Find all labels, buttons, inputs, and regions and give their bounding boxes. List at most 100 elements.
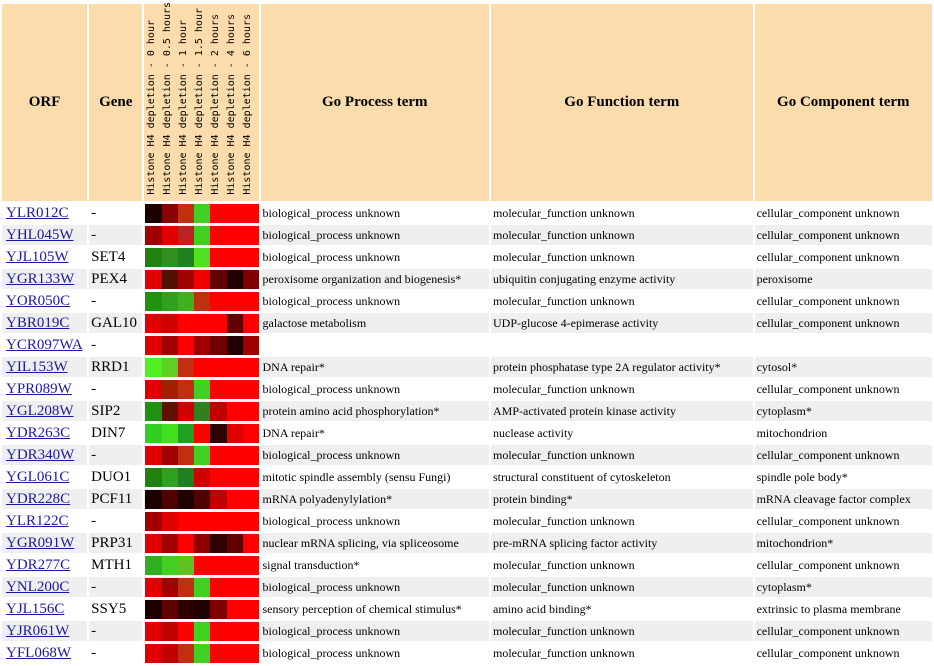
expression-heatmap-bar (145, 577, 259, 597)
sample-label: Histone H4 depletion - 4 hours (226, 14, 238, 195)
heatmap-segment (242, 291, 259, 311)
orf-link[interactable]: YCR097WA (6, 336, 83, 353)
heatmap-segment (210, 577, 227, 597)
go-component-cell: cellular_component unknown (754, 203, 932, 223)
heatmap-cell (144, 357, 259, 377)
heatmap-segment (145, 247, 162, 267)
heatmap-segment (177, 533, 195, 553)
heatmap-segment (177, 247, 195, 267)
expression-heatmap-bar (145, 489, 259, 509)
heatmap-segment (177, 467, 195, 487)
heatmap-segment (145, 621, 162, 641)
orf-link[interactable]: YDR263C (6, 424, 71, 441)
orf-link[interactable]: YDR228C (6, 490, 71, 507)
orf-link[interactable]: YIL153W (6, 358, 68, 375)
heatmap-cell (144, 379, 259, 399)
heatmap-segment (210, 467, 227, 487)
orf-link[interactable]: YFL068W (6, 644, 71, 661)
orf-link[interactable]: YHL045W (6, 226, 74, 243)
heatmap-segment (145, 599, 162, 619)
heatmap-segment (226, 379, 243, 399)
orf-link[interactable]: YJL105W (6, 248, 69, 265)
go-component-cell: cellular_component unknown (754, 555, 932, 575)
orf-cell: YGL061C (2, 467, 88, 487)
expression-heatmap-bar (145, 621, 259, 641)
table-row: YBR019C GAL10 galactose metabolism UDP-gluc… (2, 313, 932, 333)
heatmap-cell (144, 621, 259, 641)
heatmap-segment (177, 643, 195, 663)
orf-link[interactable]: YPR089W (6, 380, 72, 397)
heatmap-segment (242, 489, 259, 509)
heatmap-cell (144, 599, 259, 619)
heatmap-segment (226, 269, 243, 289)
orf-cell: YDR263C (2, 423, 88, 443)
orf-cell: YJR061W (2, 621, 88, 641)
heatmap-cell (144, 643, 259, 663)
go-process-cell: biological_process unknown (260, 225, 489, 245)
table-row: YGR133W PEX4 peroxisome organization and b… (2, 269, 932, 289)
orf-link[interactable]: YLR122C (6, 512, 69, 529)
orf-link[interactable]: YOR050C (6, 292, 71, 309)
heatmap-segment (194, 247, 211, 267)
heatmap-segment (242, 555, 259, 575)
go-function-cell: pre-mRNA splicing factor activity (491, 533, 753, 553)
orf-cell: YBR019C (2, 313, 88, 333)
heatmap-cell (144, 467, 259, 487)
heatmap-segment (242, 467, 259, 487)
gene-cell: - (89, 643, 143, 663)
orf-link[interactable]: YLR012C (6, 204, 69, 221)
heatmap-cell (144, 577, 259, 597)
heatmap-segment (226, 555, 243, 575)
orf-link[interactable]: YGL208W (6, 402, 74, 419)
table-row: YJL156C SSY5 sensory perception of chemica… (2, 599, 932, 619)
heatmap-segment (177, 225, 195, 245)
heatmap-segment (161, 291, 178, 311)
heatmap-segment (226, 291, 243, 311)
sample-labels-header: Histone H4 depletion - 0 hour Histone H4 … (144, 2, 259, 201)
orf-link[interactable]: YGR091W (6, 534, 75, 551)
go-component-cell: peroxisome (754, 269, 932, 289)
table-body: YLR012C - biological_process unknown molecu… (2, 203, 932, 663)
go-process-cell: biological_process unknown (260, 621, 489, 641)
gene-cell: PRP31 (89, 533, 143, 553)
table-row: YLR012C - biological_process unknown molecu… (2, 203, 932, 223)
expression-heatmap-bar (145, 511, 259, 531)
heatmap-cell (144, 247, 259, 267)
orf-cell: YPR089W (2, 379, 88, 399)
orf-link[interactable]: YDR277C (6, 556, 71, 573)
orf-link[interactable]: YDR340W (6, 446, 75, 463)
heatmap-segment (145, 401, 162, 421)
heatmap-segment (161, 335, 178, 355)
orf-link[interactable]: YNL200C (6, 578, 70, 595)
go-function-cell: molecular_function unknown (491, 247, 753, 267)
heatmap-cell (144, 555, 259, 575)
orf-link[interactable]: YBR019C (6, 314, 70, 331)
go-component-cell: cytoplasm* (754, 401, 932, 421)
gene-cell: - (89, 379, 143, 399)
orf-cell: YCR097WA (2, 335, 88, 355)
heatmap-segment (242, 511, 259, 531)
orf-link[interactable]: YJL156C (6, 600, 65, 617)
go-function-cell: molecular_function unknown (491, 621, 753, 641)
gene-cell: SSY5 (89, 599, 143, 619)
go-process-cell: biological_process unknown (260, 203, 489, 223)
expression-heatmap-bar (145, 401, 259, 421)
orf-link[interactable]: YGR133W (6, 270, 75, 287)
go-function-cell: molecular_function unknown (491, 511, 753, 531)
orf-cell: YOR050C (2, 291, 88, 311)
gene-cell: - (89, 511, 143, 531)
heatmap-cell (144, 423, 259, 443)
heatmap-segment (210, 225, 227, 245)
heatmap-segment (226, 225, 243, 245)
orf-link[interactable]: YJR061W (6, 622, 70, 639)
heatmap-segment (177, 555, 195, 575)
heatmap-segment (161, 357, 178, 377)
heatmap-segment (210, 247, 227, 267)
heatmap-cell (144, 445, 259, 465)
heatmap-segment (194, 423, 211, 443)
heatmap-segment (161, 423, 178, 443)
heatmap-segment (210, 533, 227, 553)
orf-link[interactable]: YGL061C (6, 468, 70, 485)
go-process-cell: biological_process unknown (260, 643, 489, 663)
